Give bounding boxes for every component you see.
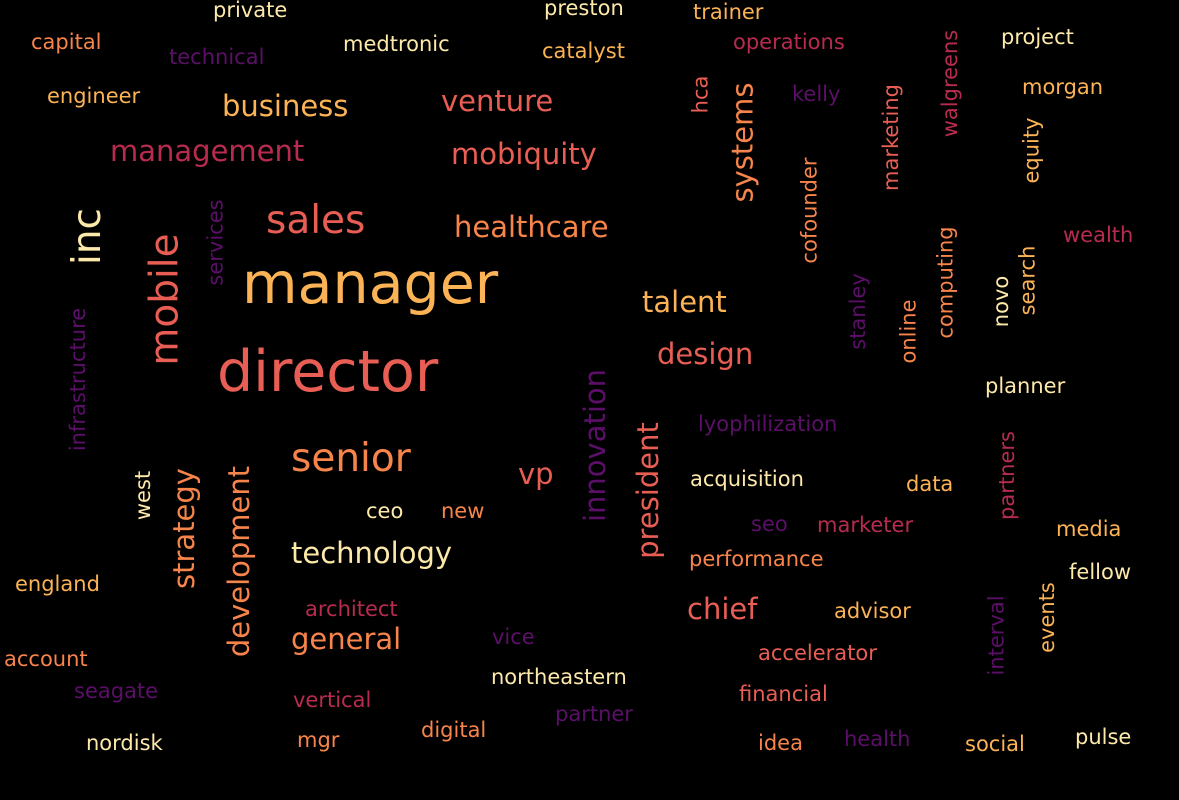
word-social: social xyxy=(965,732,1025,756)
word-medtronic: medtronic xyxy=(343,32,450,56)
word-media: media xyxy=(1056,517,1122,541)
word-seo: seo xyxy=(751,512,788,536)
word-marketer: marketer xyxy=(817,513,914,537)
word-novo: novo xyxy=(989,275,1014,328)
word-seagate: seagate xyxy=(74,679,159,703)
word-preston: preston xyxy=(544,0,624,20)
word-partner: partner xyxy=(555,702,633,726)
word-ceo: ceo xyxy=(366,499,404,523)
word-hca: hca xyxy=(688,75,713,114)
word-digital: digital xyxy=(421,718,487,742)
word-account: account xyxy=(4,647,88,671)
word-strategy: strategy xyxy=(166,468,201,589)
word-innovation: innovation xyxy=(578,368,613,523)
word-mgr: mgr xyxy=(297,728,340,752)
word-health: health xyxy=(844,727,911,751)
word-lyophilization: lyophilization xyxy=(698,412,838,436)
word-planner: planner xyxy=(985,374,1066,398)
word-catalyst: catalyst xyxy=(542,39,625,63)
word-design: design xyxy=(657,337,754,371)
word-stanley: stanley xyxy=(845,273,870,350)
word-cofounder: cofounder xyxy=(797,157,822,264)
word-wealth: wealth xyxy=(1063,223,1134,247)
word-business: business xyxy=(222,89,349,123)
word-operations: operations xyxy=(733,30,845,54)
word-west: west xyxy=(131,470,156,521)
word-trainer: trainer xyxy=(693,0,764,24)
word-healthcare: healthcare xyxy=(454,210,609,244)
word-morgan: morgan xyxy=(1022,75,1104,99)
word-management: management xyxy=(110,134,305,168)
word-project: project xyxy=(1001,25,1074,49)
word-mobile: mobile xyxy=(142,233,188,366)
word-director: director xyxy=(217,339,439,405)
word-talent: talent xyxy=(642,285,727,319)
word-northeastern: northeastern xyxy=(491,665,627,689)
word-fellow: fellow xyxy=(1069,560,1132,584)
word-acquisition: acquisition xyxy=(690,467,804,491)
word-architect: architect xyxy=(305,597,398,621)
word-general: general xyxy=(291,622,402,656)
word-search: search xyxy=(1015,245,1040,316)
word-kelly: kelly xyxy=(792,82,841,106)
word-accelerator: accelerator xyxy=(758,641,877,665)
word-events: events xyxy=(1034,582,1059,653)
word-infrastructure: infrastructure xyxy=(66,307,91,452)
word-data: data xyxy=(906,472,954,496)
word-development: development xyxy=(222,465,257,658)
word-chief: chief xyxy=(687,592,758,626)
word-president: president xyxy=(630,422,665,559)
word-equity: equity xyxy=(1019,117,1044,184)
word-technical: technical xyxy=(169,45,265,69)
word-senior: senior xyxy=(291,436,411,481)
word-pulse: pulse xyxy=(1075,725,1132,749)
word-marketing: marketing xyxy=(879,84,903,191)
word-financial: financial xyxy=(739,682,828,706)
word-vice: vice xyxy=(492,625,535,649)
word-computing: computing xyxy=(933,226,958,339)
word-sales: sales xyxy=(266,198,366,243)
word-engineer: engineer xyxy=(47,84,141,108)
word-performance: performance xyxy=(689,547,824,571)
word-systems: systems xyxy=(725,82,760,203)
word-england: england xyxy=(15,572,100,596)
word-advisor: advisor xyxy=(834,599,911,623)
word-nordisk: nordisk xyxy=(86,731,163,755)
word-capital: capital xyxy=(31,30,102,54)
word-private: private xyxy=(213,0,288,22)
word-idea: idea xyxy=(758,731,803,755)
word-services: services xyxy=(203,199,228,286)
word-mobiquity: mobiquity xyxy=(451,137,597,171)
word-manager: manager xyxy=(242,251,499,317)
word-vp: vp xyxy=(518,457,554,491)
word-new: new xyxy=(441,499,485,523)
word-inc: inc xyxy=(65,208,110,265)
word-venture: venture xyxy=(441,84,554,118)
word-vertical: vertical xyxy=(293,688,372,712)
word-interval: interval xyxy=(984,595,1009,676)
word-online: online xyxy=(896,299,921,364)
word-partners: partners xyxy=(994,431,1019,520)
word-walgreens: walgreens xyxy=(938,29,963,138)
word-technology: technology xyxy=(291,536,453,570)
